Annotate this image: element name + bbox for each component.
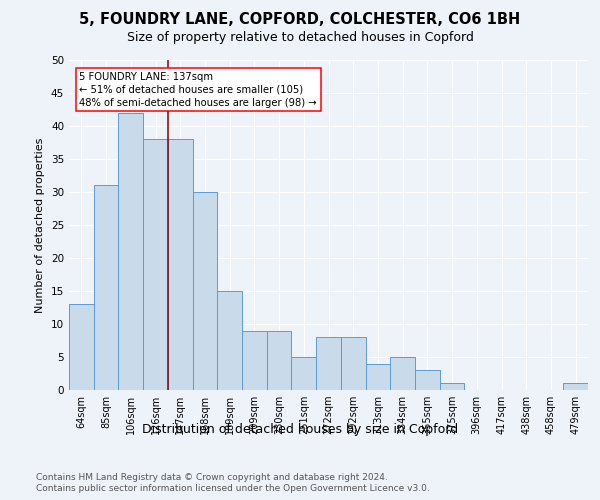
Text: Contains HM Land Registry data © Crown copyright and database right 2024.: Contains HM Land Registry data © Crown c…: [36, 472, 388, 482]
Text: Size of property relative to detached houses in Copford: Size of property relative to detached ho…: [127, 31, 473, 44]
Bar: [217, 291, 242, 390]
Bar: [440, 384, 464, 390]
Bar: [242, 330, 267, 390]
Bar: [365, 364, 390, 390]
Bar: [292, 357, 316, 390]
Bar: [168, 139, 193, 390]
Text: Distribution of detached houses by size in Copford: Distribution of detached houses by size …: [142, 422, 458, 436]
Bar: [143, 139, 168, 390]
Bar: [193, 192, 217, 390]
Bar: [316, 337, 341, 390]
Text: Contains public sector information licensed under the Open Government Licence v3: Contains public sector information licen…: [36, 484, 430, 493]
Bar: [118, 113, 143, 390]
Bar: [94, 186, 118, 390]
Text: 5, FOUNDRY LANE, COPFORD, COLCHESTER, CO6 1BH: 5, FOUNDRY LANE, COPFORD, COLCHESTER, CO…: [79, 12, 521, 28]
Bar: [563, 384, 588, 390]
Bar: [267, 330, 292, 390]
Text: 5 FOUNDRY LANE: 137sqm
← 51% of detached houses are smaller (105)
48% of semi-de: 5 FOUNDRY LANE: 137sqm ← 51% of detached…: [79, 72, 317, 108]
Bar: [69, 304, 94, 390]
Bar: [415, 370, 440, 390]
Y-axis label: Number of detached properties: Number of detached properties: [35, 138, 46, 312]
Bar: [341, 337, 365, 390]
Bar: [390, 357, 415, 390]
